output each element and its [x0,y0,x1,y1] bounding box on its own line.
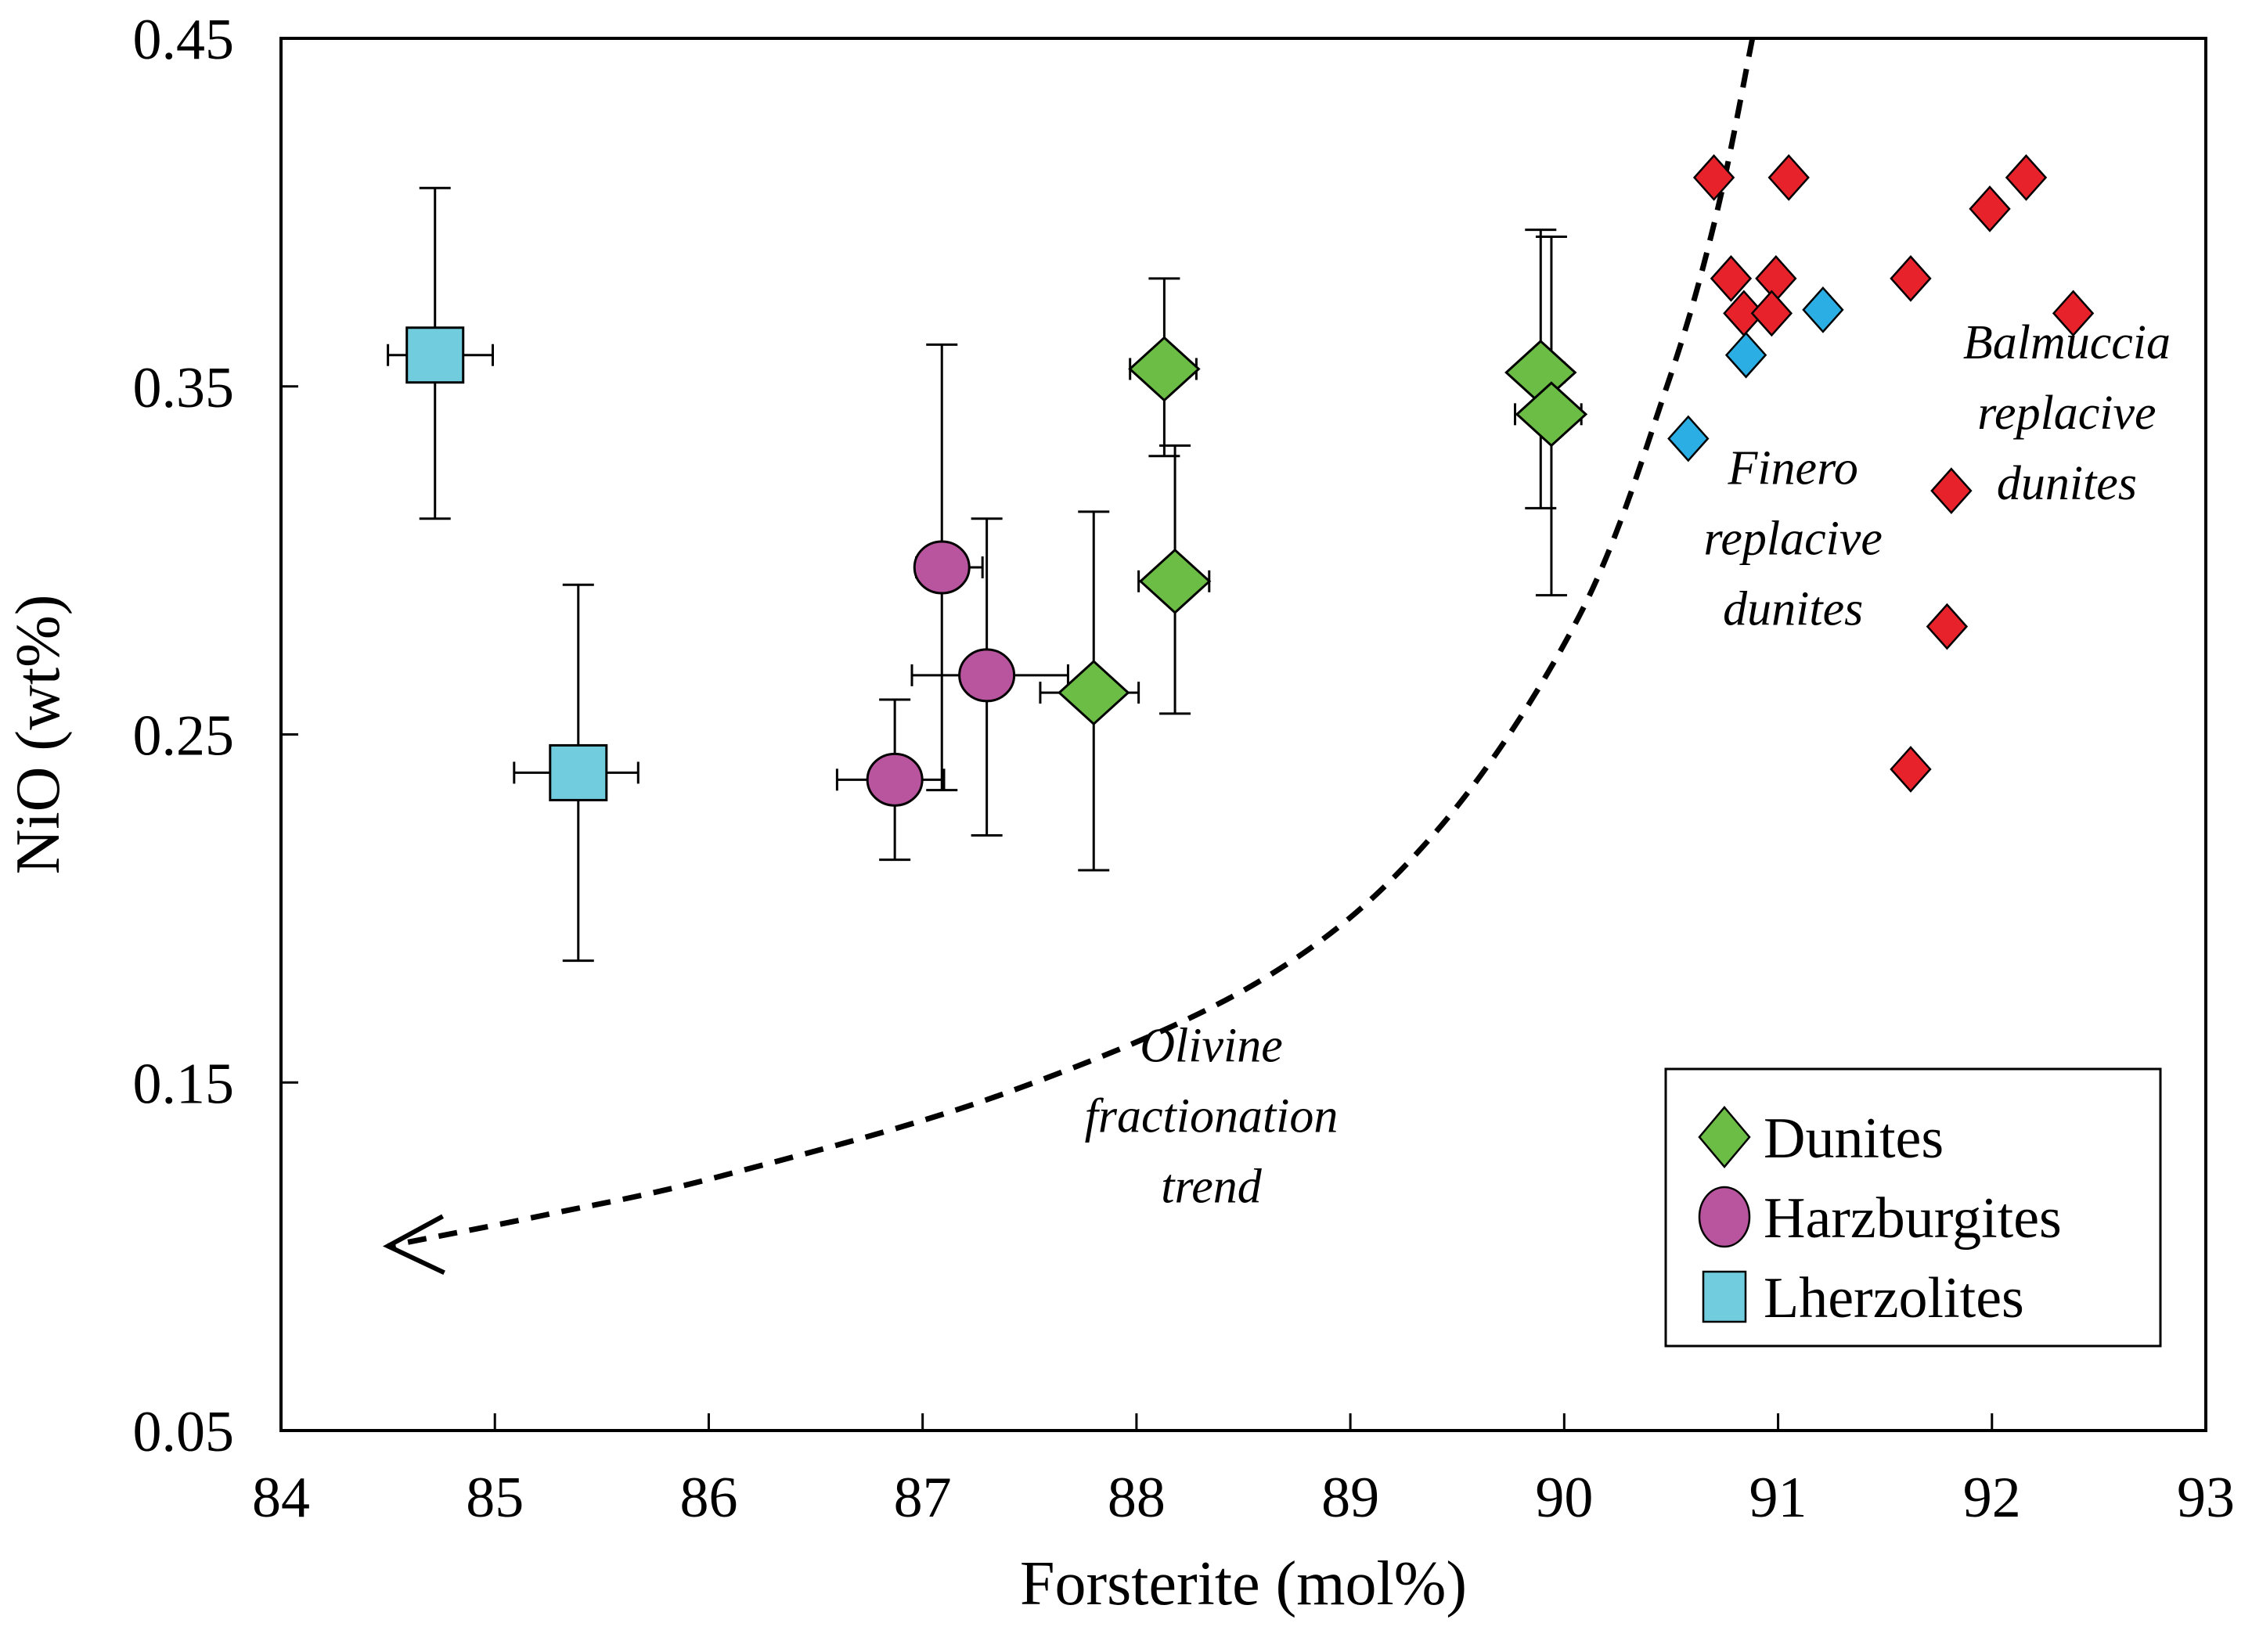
x-tick-label: 92 [1963,1466,2021,1530]
y-tick-label: 0.15 [133,1052,235,1116]
annotation-line: replacive [1704,512,1883,565]
balmuccia-replacive-dunites-point [2005,154,2048,201]
balmuccia-replacive-dunites-point [1890,255,1932,302]
y-tick-label: 0.45 [133,8,235,72]
x-tick-label: 87 [894,1466,952,1530]
balmuccia-replacive-dunites-point [1969,185,2011,232]
balmuccia-replacive-dunites-point [1930,467,1973,515]
legend-square-icon [1702,1270,1747,1323]
x-tick-label: 90 [1535,1466,1593,1530]
x-tick-label: 85 [466,1466,524,1530]
harzburgites-point [913,540,971,595]
dunites-point [1138,548,1212,614]
finero-replacive-dunites-point [1667,415,1710,462]
lherzolites-point [549,743,608,801]
annotation-line: replacive [1977,387,2156,440]
balmuccia-replacive-dunites-point [1890,746,1932,793]
x-axis-title: Forsterite (mol%) [1020,1549,1467,1618]
harzburgites-point [958,648,1016,703]
balmuccia-replacive-dunites-point [1692,154,1735,201]
balmuccia-replacive-dunites-point [1723,290,1765,337]
annotation-line: dunites [1723,582,1863,635]
olivine-fractionation-trend [382,38,1756,1275]
x-tick-label: 88 [1108,1466,1166,1530]
harzburgites-point [866,752,924,807]
x-tick-label: 84 [252,1466,310,1530]
x-tick-label: 86 [679,1466,737,1530]
balmuccia-replacive-dunites-point [1755,255,1797,302]
legend-label: Dunites [1764,1107,1944,1171]
legend: Dunites Harzburgites Lherzolites [1664,1067,2162,1348]
balmuccia-replacive-dunites-point [2052,290,2095,337]
dunites-point [1058,660,1130,726]
x-axis-ticks: 84 85 86 87 88 89 90 91 92 93 [252,1413,2235,1530]
balmuccia-replacive-dunites-point [1767,154,1810,201]
annotation-label: Balmuccia replacive dunites [1963,316,2171,510]
annotation-label: Olivine fractionation trend [1085,1020,1339,1214]
dunites-point [1515,381,1588,448]
error-bars [387,186,1583,963]
x-tick-label: 89 [1321,1466,1379,1530]
annotation-line: Olivine [1140,1020,1283,1073]
annotation-line: trend [1161,1161,1263,1214]
finero-replacive-dunites-point [1802,286,1844,333]
data-points [405,154,2095,807]
x-tick-label: 93 [2177,1466,2235,1530]
annotation-line: fractionation [1085,1090,1339,1143]
balmuccia-replacive-dunites-point [1710,255,1753,302]
y-tick-label: 0.35 [133,356,235,420]
finero-replacive-dunites-point [1724,331,1767,379]
annotation-line: Finero [1727,441,1857,495]
annotation-line: dunites [1997,457,2137,510]
balmuccia-replacive-dunites-point [1926,603,1969,650]
y-tick-label: 0.25 [133,704,235,768]
y-axis-ticks: 0.05 0.15 0.25 0.35 0.45 [133,8,298,1464]
legend-diamond-icon [1698,1106,1751,1168]
balmuccia-replacive-dunites-point [1750,290,1793,337]
annotation-label: Finero replacive dunites [1704,441,1883,635]
legend-circle-icon [1698,1186,1751,1248]
annotations: Olivine fractionation trend Finero replacive… [1085,316,2171,1213]
legend-label: Harzburgites [1764,1186,2062,1251]
lherzolites-point [405,326,465,384]
annotation-line: Balmuccia [1963,316,2171,369]
trend-arrowhead [382,1214,445,1275]
legend-label: Lherzolites [1764,1266,2024,1330]
dunites-point [1128,336,1201,402]
trend-line [387,38,1756,1249]
x-tick-label: 91 [1749,1466,1807,1530]
y-axis-title: NiO (wt%) [4,595,73,875]
y-tick-label: 0.05 [133,1400,235,1464]
